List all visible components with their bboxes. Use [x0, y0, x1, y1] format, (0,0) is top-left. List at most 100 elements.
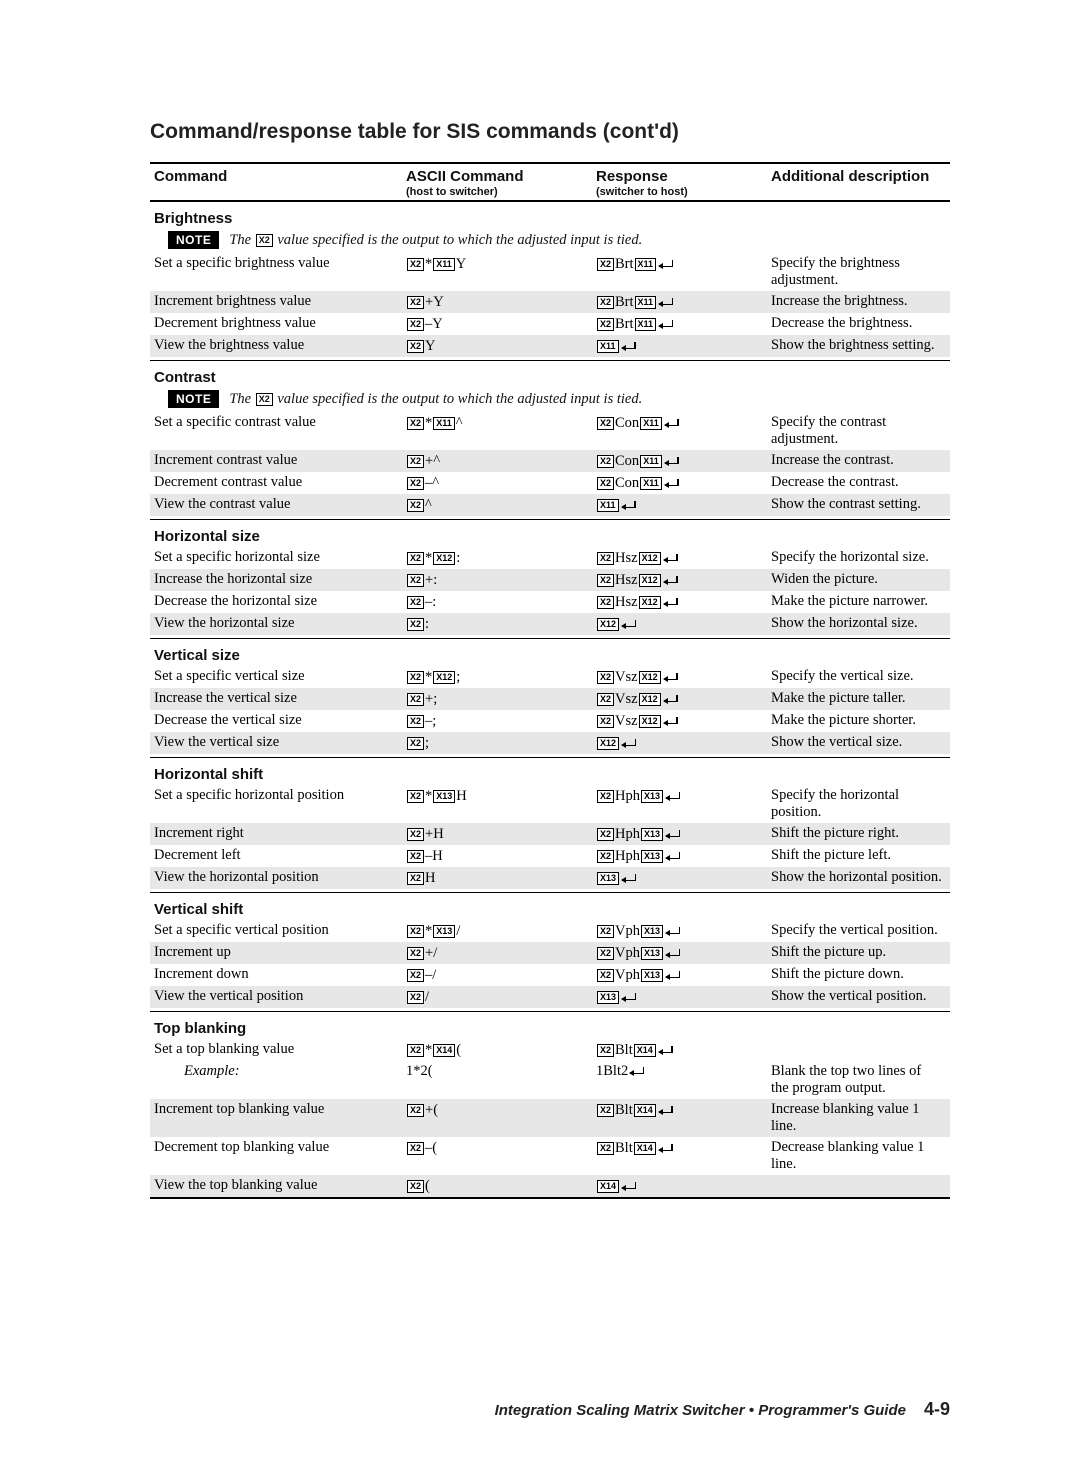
cmd-text: / [425, 989, 429, 1006]
var-box: X2 [407, 828, 424, 841]
var-box: X14 [597, 1180, 619, 1193]
cmd-response: X12 [596, 734, 771, 751]
cmd-text: : [425, 616, 429, 633]
var-box: X2 [597, 693, 614, 706]
cmd-text: Hph [615, 848, 640, 865]
cmd-ascii: X2–^ [406, 474, 596, 492]
var-box: X2 [407, 258, 424, 271]
table-row: View the top blanking valueX2(X14 [150, 1175, 950, 1197]
table-row: Increment top blanking valueX2+(X2BltX14… [150, 1099, 950, 1137]
cmd-text: Vsz [615, 669, 638, 686]
cmd-text: * [425, 415, 432, 432]
var-box: X2 [597, 596, 614, 609]
cmd-text: ; [425, 735, 429, 752]
cmd-text: Con [615, 475, 639, 492]
table-row: Example:1*2(1Blt2Blank the top two lines… [150, 1061, 950, 1099]
cmd-name: Increase the vertical size [150, 690, 406, 707]
var-box: X2 [597, 552, 614, 565]
cmd-text: Hph [615, 826, 640, 843]
table-row: Increment brightness valueX2+YX2BrtX11In… [150, 291, 950, 313]
cmd-ascii: X2*X11Y [406, 255, 596, 273]
cmd-ascii: 1*2( [406, 1063, 596, 1080]
cmd-desc: Show the vertical position. [771, 988, 950, 1005]
enter-icon [664, 695, 678, 705]
cmd-name: Increment top blanking value [150, 1101, 406, 1118]
enter-icon [666, 830, 680, 840]
var-box: X11 [640, 477, 662, 490]
cmd-name: Set a specific vertical position [150, 922, 406, 939]
var-box: X2 [597, 417, 614, 430]
var-box: X13 [641, 790, 663, 803]
table-row: View the horizontal sizeX2:X12Show the h… [150, 613, 950, 635]
cmd-desc: Increase blanking value 1 line. [771, 1101, 950, 1135]
cmd-text: * [425, 788, 432, 805]
cmd-text: Hsz [615, 594, 638, 611]
section-title: Horizontal size [150, 520, 950, 547]
cmd-response: X2BltX14 [596, 1139, 771, 1157]
table-row: Set a specific horizontal sizeX2*X12:X2H… [150, 547, 950, 569]
enter-icon [659, 298, 673, 308]
enter-icon [666, 927, 680, 937]
cmd-text: +H [425, 826, 444, 843]
enter-icon [664, 717, 678, 727]
enter-icon [659, 1046, 673, 1056]
cmd-name: Decrement brightness value [150, 315, 406, 332]
cmd-response: X11 [596, 496, 771, 513]
cmd-text: * [425, 1042, 432, 1059]
cmd-response: X12 [596, 615, 771, 632]
cmd-response: X2BltX14 [596, 1101, 771, 1119]
cmd-text: * [425, 669, 432, 686]
cmd-text: Vph [615, 967, 640, 984]
cmd-ascii: X2–; [406, 712, 596, 730]
var-box: X13 [641, 828, 663, 841]
cmd-name: Set a top blanking value [150, 1041, 406, 1058]
cmd-text: Hsz [615, 550, 638, 567]
section-title: Brightness [150, 202, 950, 229]
cmd-text: –^ [425, 475, 439, 492]
var-box: X12 [639, 574, 661, 587]
cmd-desc: Shift the picture up. [771, 944, 950, 961]
cmd-name: View the top blanking value [150, 1177, 406, 1194]
cmd-response: X2VphX13 [596, 944, 771, 962]
cmd-response: X2BrtX11 [596, 293, 771, 311]
cmd-text: –/ [425, 967, 436, 984]
table-row: View the contrast valueX2^X11Show the co… [150, 494, 950, 516]
cmd-name: Set a specific contrast value [150, 414, 406, 431]
var-box: X13 [641, 925, 663, 938]
cmd-ascii: X2H [406, 869, 596, 887]
cmd-name: Decrement top blanking value [150, 1139, 406, 1156]
cmd-name: Decrease the horizontal size [150, 593, 406, 610]
cmd-response: X13 [596, 869, 771, 886]
cmd-ascii: X2–Y [406, 315, 596, 333]
var-box: X13 [641, 850, 663, 863]
cmd-ascii: X2+; [406, 690, 596, 708]
cmd-text: * [425, 923, 432, 940]
enter-icon [659, 1144, 673, 1154]
cmd-response: X2ConX11 [596, 474, 771, 492]
cmd-name: Set a specific vertical size [150, 668, 406, 685]
cmd-text: –( [425, 1140, 437, 1157]
cmd-desc: Decrease blanking value 1 line. [771, 1139, 950, 1173]
cmd-text: * [425, 256, 432, 273]
cmd-text: Blt [615, 1102, 633, 1119]
cmd-text: / [456, 923, 460, 940]
table-row: Increment downX2–/X2VphX13Shift the pict… [150, 964, 950, 986]
enter-icon [664, 598, 678, 608]
var-box: X2 [407, 499, 424, 512]
enter-icon [622, 620, 636, 630]
cmd-text: * [425, 550, 432, 567]
cmd-desc: Show the contrast setting. [771, 496, 950, 513]
enter-icon [665, 419, 679, 429]
cmd-response: X2HszX12 [596, 549, 771, 567]
enter-icon [622, 501, 636, 511]
var-box: X12 [433, 552, 455, 565]
table-row: Decrement leftX2–HX2HphX13Shift the pict… [150, 845, 950, 867]
cmd-desc: Decrease the contrast. [771, 474, 950, 491]
cmd-text: Y [456, 256, 466, 273]
var-box: X2 [407, 340, 424, 353]
cmd-ascii: X2+^ [406, 452, 596, 470]
var-box: X13 [597, 991, 619, 1004]
example-label: Example: [154, 1063, 240, 1079]
cmd-text: Hph [615, 788, 640, 805]
cmd-text: Brt [615, 256, 634, 273]
